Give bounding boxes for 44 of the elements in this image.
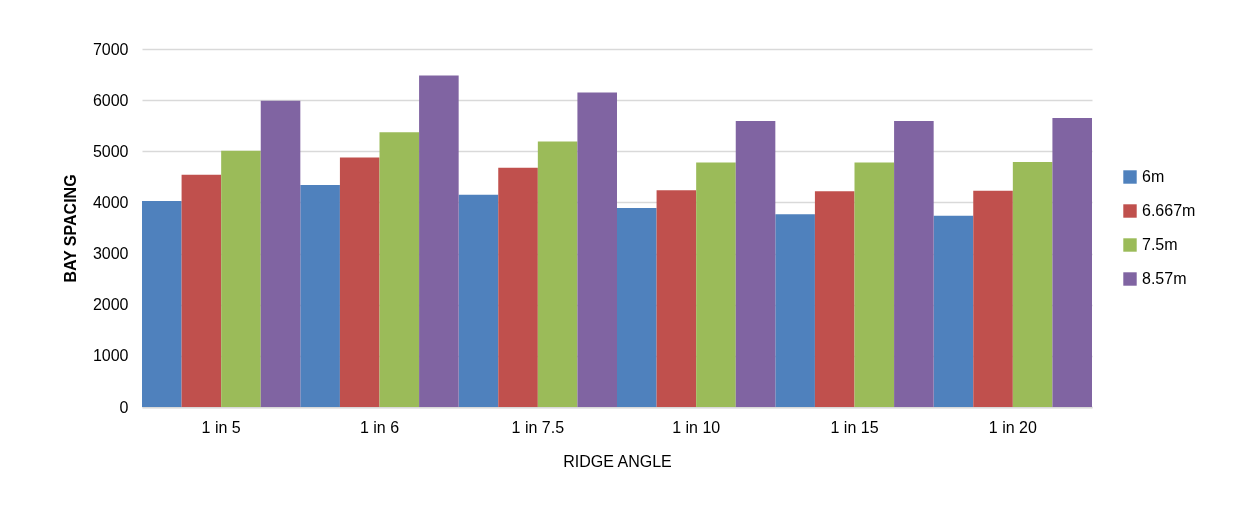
bar — [696, 162, 736, 407]
y-tick-label: 3000 — [92, 245, 129, 263]
x-tick-label: 1 in 10 — [672, 418, 721, 436]
bar — [458, 194, 499, 407]
legend-label: 7.5m — [1142, 236, 1178, 253]
y-tick-label: 2000 — [92, 296, 129, 314]
bar — [498, 167, 538, 407]
bar — [617, 208, 657, 407]
y-tick-label: 4000 — [92, 193, 129, 211]
bar — [419, 75, 459, 407]
bar — [142, 200, 182, 407]
legend-label: 6m — [1142, 168, 1165, 185]
bar — [260, 100, 301, 407]
bar — [181, 174, 222, 407]
bar — [1012, 162, 1053, 407]
legend-label: 6.667m — [1142, 202, 1196, 219]
bar — [973, 190, 1013, 407]
y-tick-label: 5000 — [92, 142, 129, 160]
bar — [735, 121, 776, 407]
bar — [814, 191, 855, 407]
bar — [854, 162, 895, 407]
x-axis-title: RIDGE ANGLE — [563, 452, 672, 470]
y-tick-label: 7000 — [92, 40, 129, 58]
y-axis-title: BAY SPACING — [61, 174, 79, 283]
y-tick-label: 6000 — [92, 91, 129, 109]
x-tick-label: 1 in 7.5 — [511, 418, 565, 436]
bar — [221, 150, 261, 407]
bar — [339, 157, 380, 407]
y-tick-label: 0 — [119, 398, 129, 416]
bar — [300, 185, 340, 407]
x-tick-label: 1 in 20 — [988, 418, 1037, 436]
bar — [1052, 118, 1092, 407]
bar — [775, 214, 815, 407]
x-tick-label: 1 in 5 — [201, 418, 241, 436]
bar — [933, 215, 974, 407]
x-tick-label: 1 in 6 — [359, 418, 400, 436]
y-tick-label: 1000 — [92, 347, 129, 365]
bar — [894, 121, 934, 407]
bar — [537, 141, 578, 407]
legend-label: 8.57m — [1142, 270, 1187, 287]
bar — [577, 92, 617, 407]
bar — [656, 190, 697, 407]
x-tick-label: 1 in 15 — [830, 418, 879, 436]
bar — [379, 132, 420, 407]
